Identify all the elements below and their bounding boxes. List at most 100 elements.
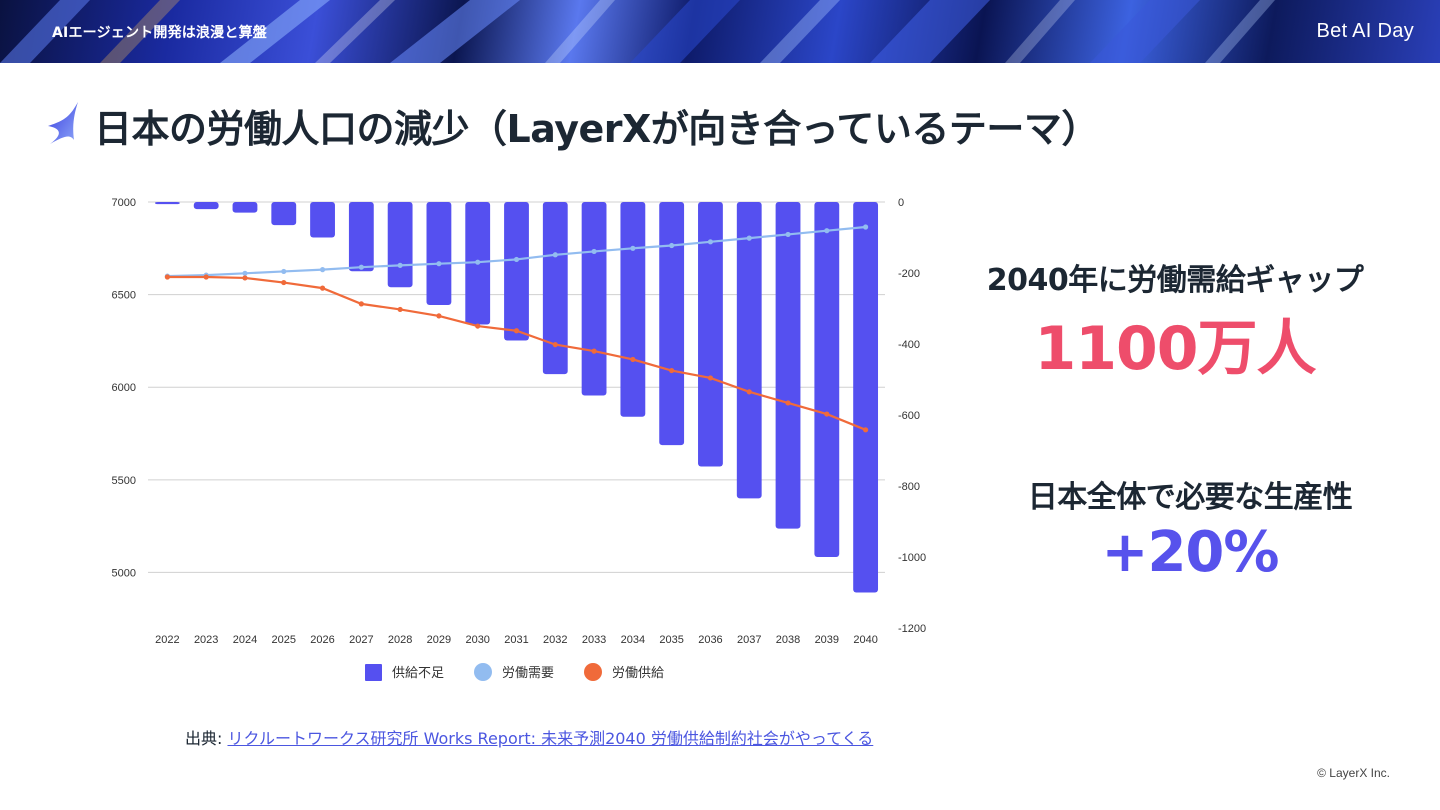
legend-swatch-shortage: [365, 664, 382, 681]
legend-label: 労働供給: [612, 666, 664, 681]
bar-2036: [698, 202, 723, 467]
point-supply: [203, 274, 209, 280]
point-supply: [319, 285, 326, 291]
chart-legend: 供給不足 労働需要 労働供給: [365, 663, 664, 681]
x-tick-label: 2029: [427, 634, 451, 646]
point-supply: [863, 427, 869, 433]
x-tick-label: 2040: [853, 634, 877, 646]
point-supply: [785, 400, 791, 406]
y-right-tick-label: -1200: [898, 623, 926, 635]
bar-2023: [193, 202, 219, 210]
bar-2022: [154, 202, 180, 205]
banner-decoration: [0, 0, 1275, 63]
point-demand: [669, 242, 675, 249]
bar-2034: [620, 202, 646, 417]
x-tick-label: 2026: [310, 634, 334, 646]
point-supply: [746, 389, 752, 395]
x-tick-label: 2028: [388, 634, 412, 646]
x-tick-label: 2035: [659, 634, 683, 646]
point-demand: [242, 270, 248, 276]
x-tick-label: 2033: [582, 634, 606, 646]
sparkle-icon: [48, 102, 78, 144]
labor-gap-chart: 7000 6500 6000 5500 5000 0 -200 -400 -600 -800 -10…: [112, 197, 927, 681]
point-supply: [591, 348, 597, 354]
bar-2038: [775, 202, 801, 529]
point-demand: [358, 264, 364, 270]
point-supply: [513, 328, 520, 334]
bar-2029: [426, 202, 452, 305]
point-demand: [707, 239, 714, 245]
x-tick-label: 2038: [776, 634, 800, 646]
y-right-tick-label: -800: [898, 481, 920, 493]
point-supply: [669, 367, 675, 374]
chart-axes: 7000 6500 6000 5500 5000 0 -200 -400 -600 -800 -10…: [112, 197, 927, 646]
y-right-tick-label: -1000: [898, 552, 926, 564]
bar-2031: [504, 202, 529, 341]
y-right-tick-label: -200: [898, 268, 920, 280]
bar-2027: [348, 202, 374, 272]
point-supply: [242, 275, 248, 281]
x-tick-label: 2027: [349, 634, 373, 646]
point-demand: [785, 231, 791, 238]
point-demand: [281, 268, 287, 275]
header-banner: AIエージェント開発は浪漫と算盤 Bet AI Day: [0, 0, 1440, 63]
y-right-tick-label: -400: [898, 339, 920, 351]
point-demand: [591, 248, 597, 255]
y-left-tick-label: 5500: [112, 475, 136, 487]
x-tick-label: 2031: [504, 634, 528, 646]
y-left-tick-label: 5000: [112, 567, 136, 579]
legend-label: 労働需要: [502, 666, 554, 681]
x-tick-label: 2025: [272, 634, 296, 646]
bar-2039: [814, 202, 840, 557]
copyright: © LayerX Inc.: [1317, 766, 1390, 780]
bar-2025: [271, 202, 297, 226]
bar-2037: [736, 202, 762, 499]
bar-2028: [387, 202, 413, 288]
point-supply: [630, 356, 636, 363]
legend-swatch-demand: [474, 663, 492, 681]
point-supply: [475, 323, 481, 329]
point-demand: [863, 224, 869, 230]
x-tick-label: 2030: [465, 634, 489, 646]
x-tick-label: 2032: [543, 634, 567, 646]
chart-lines: [164, 224, 869, 433]
point-supply: [397, 306, 403, 313]
point-demand: [630, 245, 636, 251]
gap-label: 2040年に労働需給ギャップ: [986, 263, 1364, 298]
source-prefix: 出典:: [185, 729, 228, 748]
point-supply: [552, 342, 558, 348]
point-demand: [436, 261, 442, 267]
legend-swatch-supply: [584, 663, 602, 681]
x-tick-label: 2034: [621, 634, 645, 646]
point-supply: [164, 274, 170, 280]
productivity-label: 日本全体で必要な生産性: [1027, 480, 1353, 515]
x-tick-label: 2036: [698, 634, 722, 646]
y-right-tick-label: -600: [898, 410, 920, 422]
point-supply: [824, 411, 830, 417]
point-demand: [513, 256, 520, 263]
x-tick-label: 2037: [737, 634, 761, 646]
point-supply: [707, 375, 714, 381]
x-tick-label: 2039: [815, 634, 839, 646]
point-demand: [319, 267, 326, 273]
point-supply: [358, 301, 364, 307]
y-right-tick-label: 0: [898, 197, 904, 209]
bar-2032: [542, 202, 568, 375]
bar-2026: [310, 202, 335, 238]
bar-2024: [232, 202, 258, 213]
y-left-tick-label: 6500: [112, 290, 136, 302]
point-demand: [552, 252, 558, 258]
event-logo: Bet AI Day: [1316, 20, 1414, 42]
source-link[interactable]: リクルートワークス研究所 Works Report: 未来予測2040 労働供給…: [227, 729, 874, 748]
bar-2033: [581, 202, 607, 396]
point-demand: [824, 228, 830, 234]
gap-value: 1100万人: [1034, 314, 1317, 384]
legend-label: 供給不足: [392, 666, 444, 681]
y-left-tick-label: 6000: [112, 382, 136, 394]
point-demand: [475, 259, 481, 265]
productivity-value: +20%: [1101, 520, 1280, 585]
x-tick-label: 2023: [194, 634, 218, 646]
event-title: AIエージェント開発は浪漫と算盤: [52, 25, 267, 41]
source-citation: 出典: リクルートワークス研究所 Works Report: 未来予測2040 …: [185, 725, 873, 749]
point-supply: [436, 313, 442, 319]
